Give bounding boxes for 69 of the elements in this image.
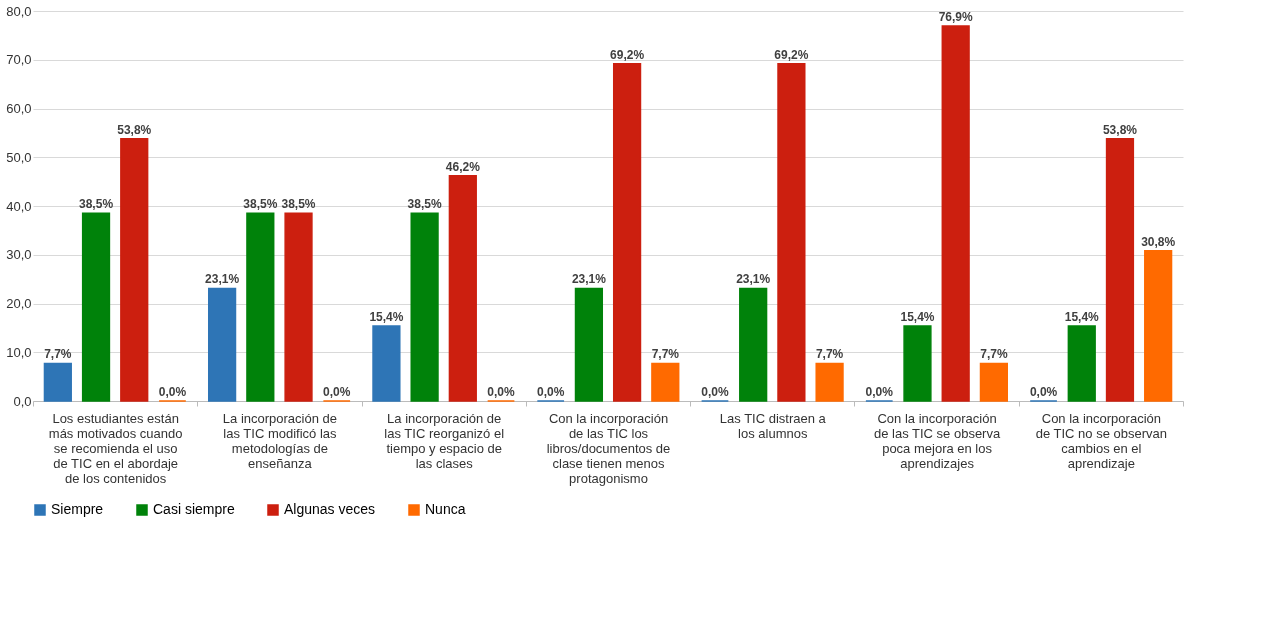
bar xyxy=(941,25,970,402)
bar xyxy=(120,137,149,402)
bar xyxy=(739,287,768,402)
y-tick-label: 10,0 xyxy=(6,344,32,360)
legend-label: Siempre xyxy=(51,501,104,517)
bar xyxy=(284,212,313,402)
bar xyxy=(979,362,1008,402)
bar xyxy=(777,62,806,402)
data-label: 7,7% xyxy=(815,347,844,362)
bar xyxy=(903,325,932,402)
data-label: 7,7% xyxy=(980,347,1008,362)
data-label: 23,1% xyxy=(571,272,607,287)
x-tick-label: La incorporación de las TIC reorganizó el tiempo y espacio de las clases xyxy=(384,410,505,471)
bar xyxy=(651,362,680,402)
data-label: 7,7% xyxy=(44,347,72,362)
data-label: 15,4% xyxy=(1064,309,1100,324)
x-tick-label: Las TIC distraen a los alumnos xyxy=(719,410,827,441)
legend-label: Nunca xyxy=(425,501,466,517)
data-label: 46,2% xyxy=(445,159,481,174)
bar xyxy=(208,287,237,402)
data-label: 69,2% xyxy=(774,47,809,62)
bar xyxy=(1067,325,1096,402)
data-label: 0,0% xyxy=(487,385,516,399)
bar xyxy=(246,212,275,402)
x-tick-label: Con la incorporación de las TIC los libros/documentos de clase tienen menos protagonismo xyxy=(546,410,671,486)
x-tick-label: Los estudiantes están más motivados cuando se recomienda el uso de TIC en el abordaje de los contenidos xyxy=(48,410,183,486)
data-label: 38,5% xyxy=(407,197,442,212)
data-label: 0,0% xyxy=(158,385,187,399)
y-tick-label: 20,0 xyxy=(6,296,32,311)
legend-label: Casi siempre xyxy=(153,501,235,517)
bar xyxy=(448,175,477,402)
data-label: 15,4% xyxy=(369,309,404,324)
data-label: 69,2% xyxy=(610,47,645,62)
data-label: 23,1% xyxy=(205,272,240,287)
data-label: 53,8% xyxy=(117,122,152,137)
bar xyxy=(43,362,72,402)
bar xyxy=(1144,250,1173,402)
bar xyxy=(612,62,642,402)
x-tick-label: La incorporación de las TIC modificó las metodologías de enseñanza xyxy=(222,410,338,471)
y-tick-label: 40,0 xyxy=(6,198,32,214)
data-label: 0,0% xyxy=(701,385,729,399)
x-tick-label: Con la incorporación de las TIC se observa poca mejora en los aprendizajes xyxy=(873,410,1001,471)
bar xyxy=(372,325,401,402)
bar xyxy=(574,287,604,402)
data-label: 38,5% xyxy=(243,197,278,212)
data-label: 76,9% xyxy=(938,10,974,25)
bar xyxy=(815,362,844,402)
data-label: 38,5% xyxy=(281,197,316,212)
y-tick-label: 70,0 xyxy=(6,52,32,68)
y-tick-label: 0,0 xyxy=(13,393,32,409)
data-label: 7,7% xyxy=(651,347,680,362)
data-label: 38,5% xyxy=(79,197,114,212)
y-tick-label: 80,0 xyxy=(6,3,32,19)
y-tick-label: 50,0 xyxy=(6,149,32,165)
data-label: 0,0% xyxy=(537,385,565,399)
bar xyxy=(410,212,439,402)
data-label: 0,0% xyxy=(1029,385,1058,399)
data-label: 0,0% xyxy=(865,385,894,399)
data-label: 23,1% xyxy=(736,272,771,287)
data-label: 0,0% xyxy=(323,385,351,399)
legend-label: Algunas veces xyxy=(284,501,376,517)
y-tick-label: 60,0 xyxy=(6,101,32,116)
bar xyxy=(1105,137,1135,402)
data-label: 30,8% xyxy=(1141,234,1176,249)
data-label: 15,4% xyxy=(900,309,935,324)
y-tick-label: 30,0 xyxy=(6,247,32,263)
x-tick-label: Con la incorporación de TIC no se observan cambios en el aprendizaje xyxy=(1035,410,1168,471)
data-label: 53,8% xyxy=(1102,122,1138,137)
bar xyxy=(81,212,111,402)
